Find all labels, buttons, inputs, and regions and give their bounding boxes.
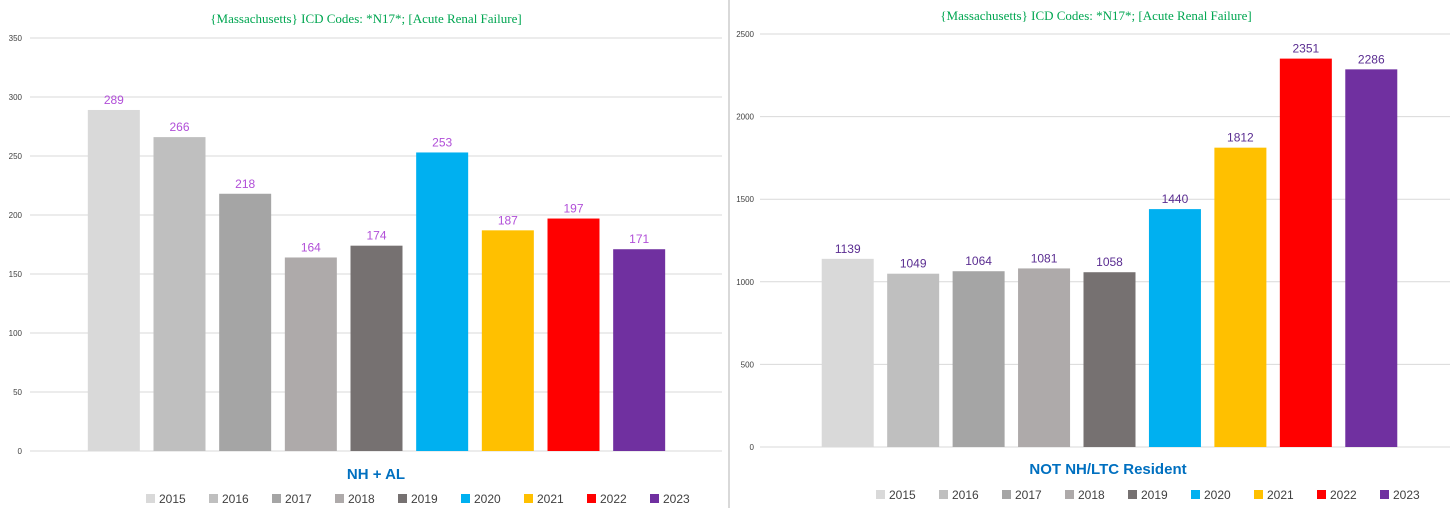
legend-entry-2019: 2019 [1141,488,1168,502]
legend-swatch-2018 [335,494,344,503]
y-tick-label: 2500 [736,30,754,39]
data-label-2016: 1049 [900,257,927,271]
chart-panel-not-nh-ltc: {Massachusetts} ICD Codes: *N17*; [Acute… [730,0,1456,508]
legend-entry-2016: 2016 [952,488,979,502]
legend-swatch-2019 [398,494,407,503]
legend-swatch-2015 [146,494,155,503]
bar-2018 [1018,268,1071,447]
y-tick-label: 50 [13,388,22,397]
legend-swatch-2019 [1128,490,1137,499]
bar-chart-nh-al: {Massachusetts} ICD Codes: *N17*; [Acute… [9,11,722,506]
data-label-2021: 1812 [1227,131,1254,145]
bar-2022 [1279,58,1332,447]
legend-entry-2020: 2020 [1204,488,1231,502]
panel-divider [728,0,730,508]
legend-entry-2021: 2021 [1267,488,1294,502]
bar-2019 [350,245,403,451]
y-tick-label: 200 [9,211,23,220]
legend-swatch-2023 [650,494,659,503]
legend-swatch-2017 [272,494,281,503]
y-tick-label: 1000 [736,278,754,287]
legend-entry-2017: 2017 [1015,488,1042,502]
bar-2017 [952,271,1005,447]
x-axis-label: NOT NH/LTC Resident [1029,461,1186,478]
x-axis-label: NH + AL [347,466,405,483]
data-label-2016: 266 [169,120,189,134]
data-label-2018: 164 [301,240,321,254]
chart-title: {Massachusetts} ICD Codes: *N17*; [Acute… [940,8,1251,23]
y-tick-label: 1500 [736,195,754,204]
legend-swatch-2022 [587,494,596,503]
legend-swatch-2015 [876,490,885,499]
legend-swatch-2020 [1191,490,1200,499]
legend-entry-2017: 2017 [285,492,312,506]
legend-entry-2016: 2016 [222,492,249,506]
bar-2021 [481,230,534,451]
legend-entry-2023: 2023 [663,492,690,506]
data-label-2021: 187 [498,213,518,227]
legend-entry-2022: 2022 [1330,488,1357,502]
y-tick-label: 500 [741,360,755,369]
legend-swatch-2016 [939,490,948,499]
bar-2016 [887,273,940,447]
legend-swatch-2016 [209,494,218,503]
data-label-2020: 1440 [1162,192,1189,206]
data-label-2018: 1081 [1031,251,1058,265]
legend-entry-2020: 2020 [474,492,501,506]
bar-2022 [547,218,600,451]
bar-2016 [153,137,206,451]
data-label-2019: 174 [366,229,386,243]
y-tick-label: 300 [9,93,23,102]
bar-2021 [1214,147,1267,447]
legend-entry-2018: 2018 [1078,488,1105,502]
legend-swatch-2018 [1065,490,1074,499]
data-label-2015: 289 [104,93,124,107]
data-label-2019: 1058 [1096,255,1123,269]
legend-swatch-2021 [1254,490,1263,499]
legend-entry-2018: 2018 [348,492,375,506]
bar-2018 [284,257,337,451]
data-label-2017: 1064 [965,254,992,268]
legend-swatch-2022 [1317,490,1326,499]
y-tick-label: 0 [18,447,23,456]
y-tick-label: 150 [9,270,23,279]
legend-swatch-2023 [1380,490,1389,499]
bar-2023 [1345,69,1398,448]
y-tick-label: 0 [750,443,755,452]
legend-entry-2022: 2022 [600,492,627,506]
legend-entry-2019: 2019 [411,492,438,506]
data-label-2023: 171 [629,232,649,246]
bar-2015 [87,109,140,451]
bar-2020 [416,152,469,451]
bar-2019 [1083,272,1136,447]
chart-panel-nh-al: {Massachusetts} ICD Codes: *N17*; [Acute… [8,11,722,506]
y-tick-label: 350 [9,34,23,43]
bar-2017 [219,193,272,451]
data-label-2022: 2351 [1292,42,1319,56]
bar-2020 [1148,209,1201,447]
chart-title: {Massachusetts} ICD Codes: *N17*; [Acute… [210,11,521,26]
legend-entry-2021: 2021 [537,492,564,506]
legend-entry-2023: 2023 [1393,488,1420,502]
legend-swatch-2020 [461,494,470,503]
y-tick-label: 2000 [736,113,754,122]
bar-2023 [613,249,666,451]
data-label-2020: 253 [432,135,452,149]
data-label-2023: 2286 [1358,52,1385,66]
bar-2015 [821,258,874,447]
legend-entry-2015: 2015 [889,488,916,502]
legend-entry-2015: 2015 [159,492,186,506]
y-tick-label: 100 [9,329,23,338]
data-label-2017: 218 [235,177,255,191]
y-tick-label: 250 [9,152,23,161]
legend-swatch-2021 [524,494,533,503]
legend-swatch-2017 [1002,490,1011,499]
bar-chart-not-nh-ltc: {Massachusetts} ICD Codes: *N17*; [Acute… [736,8,1450,502]
data-label-2015: 1139 [835,242,861,256]
data-label-2022: 197 [563,202,583,216]
